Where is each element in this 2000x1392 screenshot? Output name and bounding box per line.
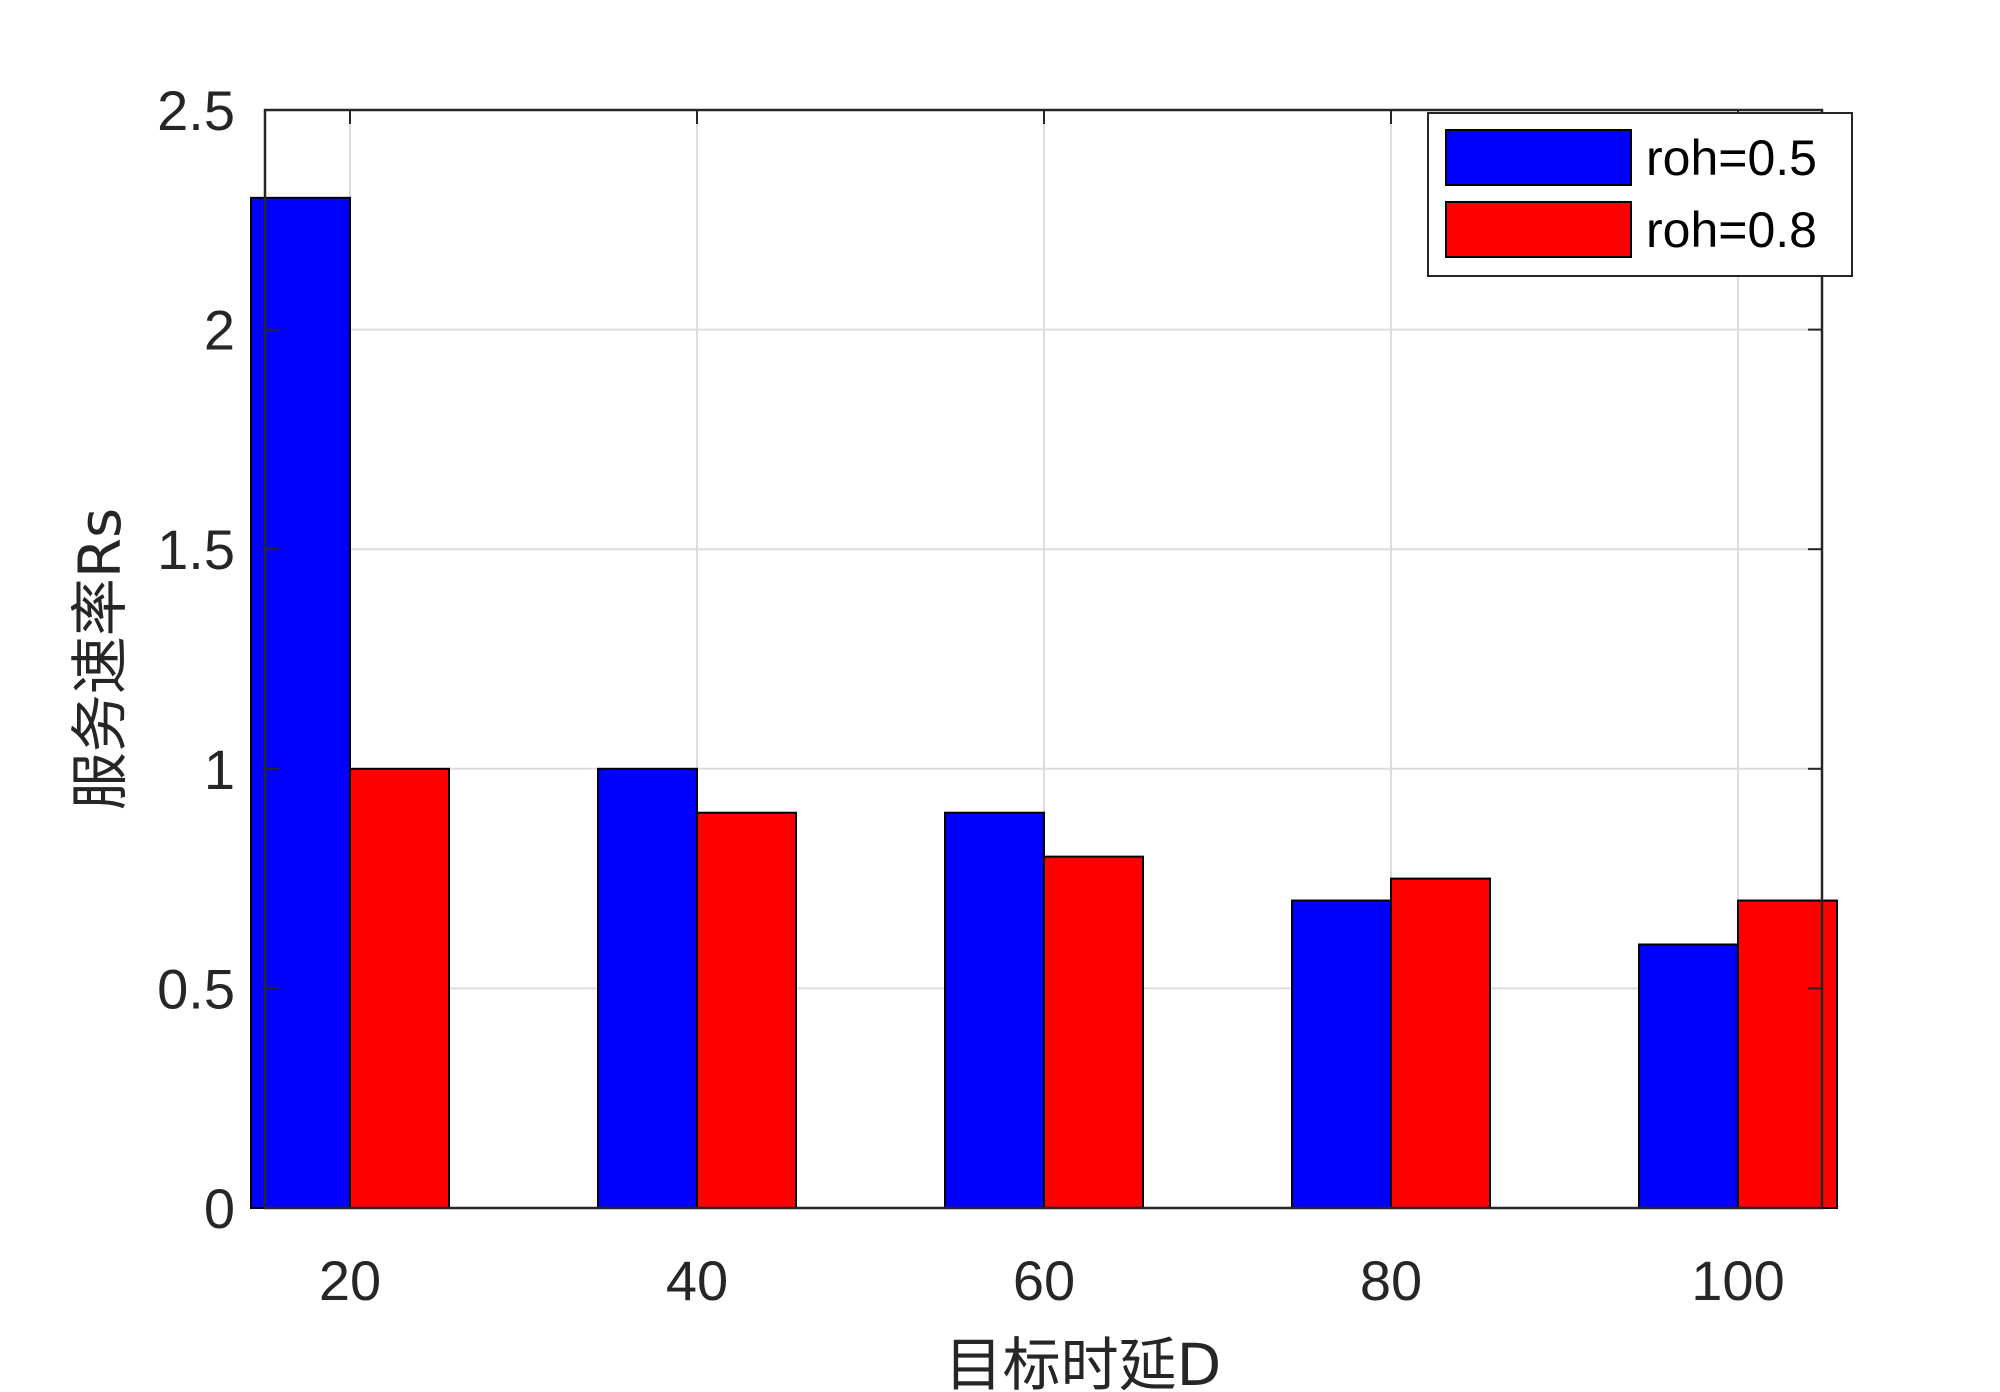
y-tick-label: 1 xyxy=(204,738,235,801)
x-tick-label: 40 xyxy=(666,1249,728,1312)
bars xyxy=(250,196,1838,1209)
axes-box xyxy=(263,108,1824,1210)
bar-roh=0.8-20 xyxy=(349,767,450,1209)
legend-label: roh=0.5 xyxy=(1646,130,1817,186)
bar-roh=0.5-20 xyxy=(250,196,351,1209)
tick-labels: 0 0.5 1 1.5 2 2.5 20 40 60 80 100 xyxy=(157,79,1785,1312)
x-tick-label: 80 xyxy=(1360,1249,1422,1312)
y-tick-label: 1.5 xyxy=(157,518,235,581)
bar-roh=0.5-80 xyxy=(1291,899,1392,1209)
x-tick-label: 60 xyxy=(1013,1249,1075,1312)
y-tick-label: 2 xyxy=(204,299,235,362)
y-tick-label: 0.5 xyxy=(157,957,235,1020)
x-axis-title: 目标时延D xyxy=(945,1331,1222,1392)
bar-roh=0.8-100 xyxy=(1737,899,1838,1209)
legend-swatch xyxy=(1445,201,1632,258)
bar-roh=0.8-40 xyxy=(696,811,797,1209)
legend-swatch xyxy=(1445,129,1632,186)
axes xyxy=(263,108,1824,1210)
y-tick-label: 2.5 xyxy=(157,79,235,142)
y-tick-label: 0 xyxy=(204,1177,235,1240)
legend: roh=0.5 roh=0.8 xyxy=(1427,112,1853,277)
x-tick-label: 100 xyxy=(1691,1249,1784,1312)
legend-label: roh=0.8 xyxy=(1646,202,1817,258)
x-tick-label: 20 xyxy=(319,1249,381,1312)
bar-roh=0.5-60 xyxy=(944,811,1045,1209)
y-axis-title: 服务速率Rs xyxy=(66,508,134,811)
bar-roh=0.8-60 xyxy=(1043,855,1144,1209)
bar-roh=0.5-100 xyxy=(1638,943,1739,1209)
bar-roh=0.5-40 xyxy=(597,767,698,1209)
bar-roh=0.8-80 xyxy=(1390,877,1491,1209)
